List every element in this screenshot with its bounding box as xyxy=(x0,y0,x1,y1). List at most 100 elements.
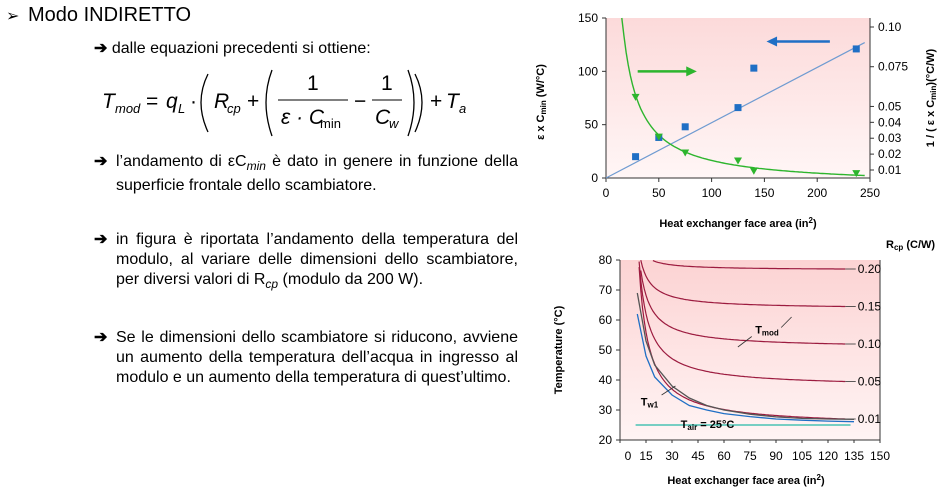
data-point-square xyxy=(681,123,689,131)
x-tick-label: 50 xyxy=(652,186,666,200)
formula-den2: C xyxy=(375,106,391,129)
y-tick-label: 60 xyxy=(599,313,613,327)
formula-minus: − xyxy=(354,90,366,113)
bullet-1-text: l’andamento di εC xyxy=(116,153,247,170)
data-point-triangle xyxy=(734,157,742,165)
arrow-icon: ➔ xyxy=(94,231,108,248)
y2-tick-label: 0.04 xyxy=(878,115,902,129)
rcp-value-label: 0.15 xyxy=(858,300,882,314)
rcp-curve xyxy=(640,270,846,345)
rcp-value-label: 0.01 xyxy=(858,412,882,426)
y-tick-label: 100 xyxy=(578,64,598,78)
x-tick-label: 45 xyxy=(691,449,705,463)
y-tick-label: 0 xyxy=(591,171,598,185)
formula-plus-2: + xyxy=(430,90,442,113)
formula-den1-sub: min xyxy=(320,116,341,131)
data-point-triangle xyxy=(631,93,640,101)
tw-label: Tw1 xyxy=(641,397,659,410)
tw-curve xyxy=(636,313,855,423)
y2-tick-label: 0.02 xyxy=(878,147,902,161)
formula: T mod = q L · R cp + 1 ε · C min − 1 C w… xyxy=(102,69,466,137)
data-point-triangle xyxy=(654,133,663,141)
x-tick-label: 135 xyxy=(844,449,864,463)
y2-tick-label: 0.075 xyxy=(878,60,908,74)
y-tick-label: 20 xyxy=(599,433,613,447)
formula-q: q xyxy=(166,90,178,113)
y-tick-label: 40 xyxy=(599,373,613,387)
bullet-1-sub: min xyxy=(246,159,266,174)
legend-title: Rcp (C/W) xyxy=(886,239,935,252)
bullet-3: ➔ Se le dimensioni dello scambiatore si … xyxy=(94,328,518,388)
subpoint-equations: ➔ dalle equazioni precedenti si ottiene: xyxy=(94,38,371,58)
x-tick-label: 75 xyxy=(743,449,757,463)
data-point-square xyxy=(750,64,758,72)
data-point-square xyxy=(852,45,860,53)
data-point-square xyxy=(734,104,742,112)
y-tick-label: 50 xyxy=(585,118,599,132)
plot-area xyxy=(606,18,870,178)
chart-temperature: 0 15 30 45 60 75 90 105 120 135 15020304050607080 … xyxy=(553,239,935,487)
bullet-2: ➔ in figura è riportata l’andamento dell… xyxy=(94,230,518,294)
y2-axis-label: 1 / ( ε x Cmin)(°C/W) xyxy=(925,48,938,147)
x-tick-label: 150 xyxy=(754,186,774,200)
y2-tick-label: 0.03 xyxy=(878,131,902,145)
x-axis-label: Heat exchanger face area (in2) xyxy=(659,216,817,230)
heading-marker-icon: ➢ xyxy=(6,8,20,25)
data-point-square xyxy=(632,153,640,161)
bullet-2-text: in figura è riportata l’andamento della … xyxy=(116,231,518,288)
rcp-curve xyxy=(638,267,846,420)
data-point-triangle xyxy=(852,170,861,178)
y-tick-label: 70 xyxy=(599,283,613,297)
slide-heading: ➢ Modo INDIRETTO xyxy=(6,4,191,27)
x-tick-label: 105 xyxy=(792,449,812,463)
arrow-left-head-icon xyxy=(766,36,778,47)
formula-r-sub: cp xyxy=(227,101,241,116)
y-tick-label: 80 xyxy=(599,253,613,267)
rcp-curve xyxy=(652,260,846,270)
tmod-curve xyxy=(636,292,855,420)
formula-ta-sub: a xyxy=(459,101,466,116)
bullet-2-rest: (modulo da 200 W). xyxy=(278,271,424,288)
formula-tmod: T xyxy=(102,90,117,113)
bullet-2-sub: cp xyxy=(265,277,279,292)
data-point-triangle xyxy=(749,167,758,175)
formula-plus: + xyxy=(247,90,259,113)
y2-tick-label: 0.01 xyxy=(878,163,902,177)
arrow-right-head-icon xyxy=(686,66,697,77)
tmod-label: Tmod xyxy=(755,325,779,338)
rcp-value-label: 0.05 xyxy=(858,375,882,389)
tair-label: Tair = 25°C xyxy=(681,419,735,432)
plot-area xyxy=(620,260,880,440)
rcp-value-label: 0.10 xyxy=(858,337,882,351)
x-tick-label: 90 xyxy=(769,449,783,463)
x-tick-label: 200 xyxy=(807,186,827,200)
arrow-icon: ➔ xyxy=(94,40,108,57)
formula-one-b: 1 xyxy=(381,72,393,95)
x-tick-label: 150 xyxy=(870,449,890,463)
formula-r: R xyxy=(214,90,229,113)
data-point-triangle xyxy=(681,149,690,157)
formula-one-a: 1 xyxy=(307,72,319,95)
fit-curve xyxy=(621,17,865,177)
x-tick-label: 30 xyxy=(665,449,679,463)
y-tick-label: 50 xyxy=(599,343,613,357)
rcp-curve xyxy=(638,261,846,383)
bullet-1-rest: è dato in genere in funzione della super… xyxy=(116,153,519,195)
tw-leader xyxy=(661,385,676,396)
arrow-icon: ➔ xyxy=(94,329,108,346)
bullet-1: ➔ l’andamento di εCmin è dato in genere … xyxy=(94,152,518,196)
heading-text: Modo INDIRETTO xyxy=(28,4,191,26)
formula-dot: · xyxy=(190,90,197,113)
x-tick-label: 0 xyxy=(625,449,632,463)
y2-tick-label: 0.10 xyxy=(878,20,902,34)
y-tick-label: 30 xyxy=(599,403,613,417)
formula-equals: = xyxy=(146,90,158,113)
x-tick-label: 15 xyxy=(639,449,653,463)
x-tick-label: 100 xyxy=(702,186,722,200)
y-tick-label: 150 xyxy=(578,11,598,25)
formula-tmod-sub: mod xyxy=(115,101,141,116)
formula-ta: T xyxy=(446,90,461,113)
tmod-leader xyxy=(780,316,792,328)
y-axis-label: ε x Cmin (W/°C) xyxy=(535,64,548,140)
chart-effectiveness: 0 50 100 150 200 250 0 50 100 150 0.01 0.02 0.03 0.04… xyxy=(535,11,938,230)
